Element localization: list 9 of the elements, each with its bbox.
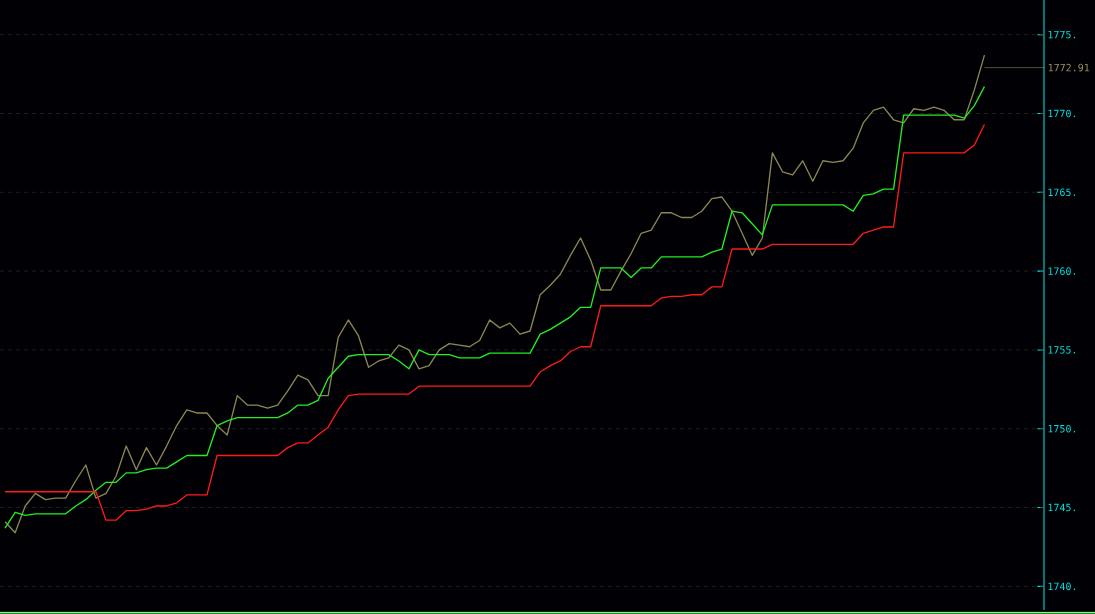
- y-tick-label: 1775.: [1048, 30, 1076, 39]
- y-tick-label: 1770.: [1048, 109, 1076, 118]
- y-tick-label: 1750.: [1048, 424, 1076, 433]
- y-tick-label: 1765.: [1048, 188, 1076, 197]
- y-tick-label: 1745.: [1048, 503, 1076, 512]
- y-tick-label: 1740.: [1048, 582, 1076, 591]
- ref-line-label: 1772.91: [1048, 63, 1090, 72]
- y-tick-label: 1760.: [1048, 267, 1076, 275]
- y-tick-label: 1755.: [1048, 346, 1076, 354]
